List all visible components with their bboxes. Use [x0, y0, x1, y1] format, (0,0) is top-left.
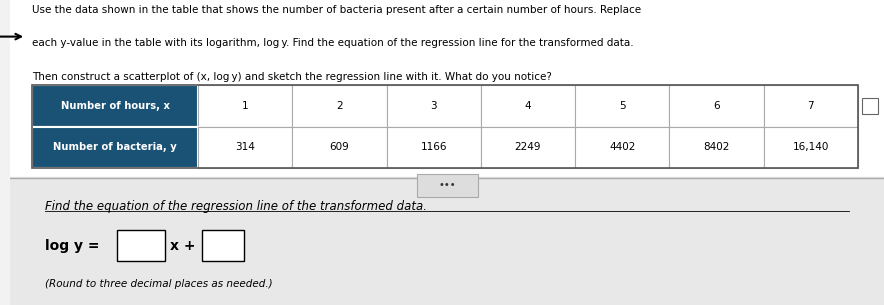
Bar: [481, 85, 575, 127]
Bar: [32, 85, 857, 168]
Text: 8402: 8402: [704, 142, 729, 152]
Text: (Round to three decimal places as needed.): (Round to three decimal places as needed…: [45, 279, 273, 289]
Bar: [202, 230, 244, 261]
Bar: [32, 85, 198, 127]
Text: Find the equation of the regression line of the transformed data.: Find the equation of the regression line…: [45, 200, 427, 213]
Bar: [862, 98, 878, 114]
Bar: [764, 127, 857, 168]
Bar: [764, 85, 857, 127]
Text: 4: 4: [525, 101, 531, 111]
Text: 609: 609: [330, 142, 349, 152]
Text: 3: 3: [431, 101, 437, 111]
Text: 2: 2: [336, 101, 343, 111]
Bar: [117, 230, 165, 261]
Text: 1166: 1166: [421, 142, 447, 152]
Text: each y-value in the table with its logarithm, log y. Find the equation of the re: each y-value in the table with its logar…: [32, 38, 634, 48]
Text: log y =: log y =: [45, 239, 100, 253]
Bar: [669, 127, 764, 168]
Bar: [386, 127, 481, 168]
Bar: [416, 174, 477, 197]
Bar: [481, 127, 575, 168]
Bar: [11, 177, 884, 305]
Bar: [386, 85, 481, 127]
Bar: [575, 127, 669, 168]
Bar: [293, 127, 386, 168]
Text: •••: •••: [438, 180, 456, 189]
Text: 314: 314: [235, 142, 255, 152]
Text: Number of hours, x: Number of hours, x: [61, 101, 170, 111]
Text: 1: 1: [242, 101, 248, 111]
Text: Number of bacteria, y: Number of bacteria, y: [53, 142, 177, 152]
Bar: [293, 85, 386, 127]
Text: 5: 5: [619, 101, 626, 111]
Text: 7: 7: [807, 101, 814, 111]
Bar: [575, 85, 669, 127]
Text: x +: x +: [171, 239, 195, 253]
Text: 6: 6: [713, 101, 720, 111]
Text: Then construct a scatterplot of (x, log y) and sketch the regression line with i: Then construct a scatterplot of (x, log …: [32, 72, 552, 82]
Text: Use the data shown in the table that shows the number of bacteria present after : Use the data shown in the table that sho…: [32, 5, 641, 15]
Text: 2249: 2249: [514, 142, 541, 152]
Text: 4402: 4402: [609, 142, 636, 152]
Text: 16,140: 16,140: [792, 142, 829, 152]
Bar: [32, 127, 198, 168]
Bar: [669, 85, 764, 127]
Bar: [198, 127, 293, 168]
Bar: [198, 85, 293, 127]
Bar: [11, 0, 884, 177]
